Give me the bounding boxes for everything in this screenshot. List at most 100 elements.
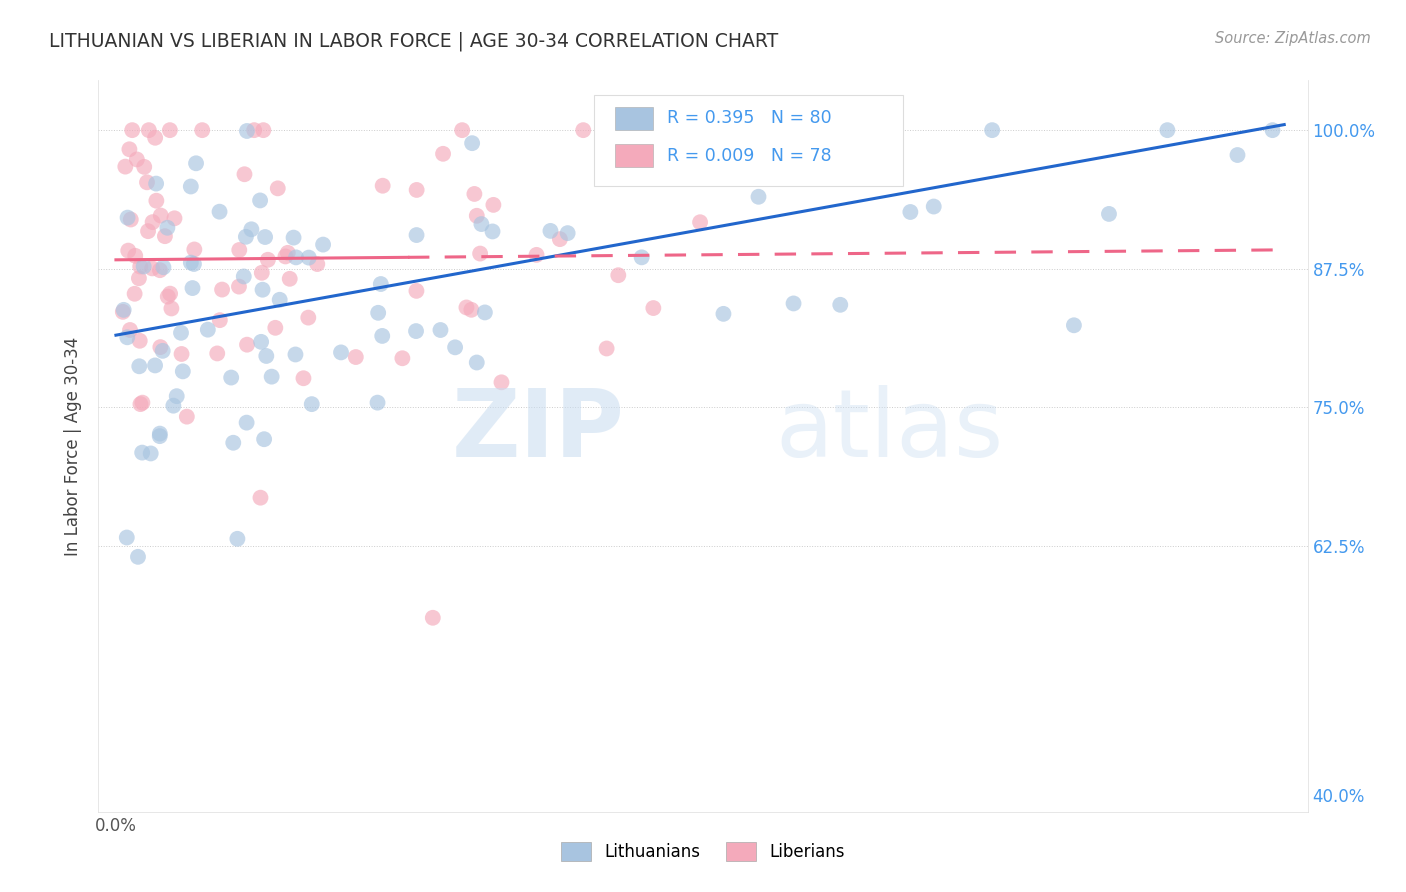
Point [252,283,274,297]
Point [145,177,167,191]
Point [548,232,571,246]
Point [284,347,307,361]
Point [211,283,233,297]
Point [292,371,315,385]
Point [160,301,183,316]
Point [277,245,299,260]
Point [250,334,273,349]
Point [176,409,198,424]
Text: LITHUANIAN VS LIBERIAN IN LABOR FORCE | AGE 30-34 CORRELATION CHART: LITHUANIAN VS LIBERIAN IN LABOR FORCE | … [49,31,779,51]
Point [181,281,204,295]
Point [922,200,945,214]
Point [139,446,162,460]
Point [236,124,259,138]
Point [253,432,276,446]
Point [630,250,652,264]
Point [370,277,392,291]
Point [252,123,274,137]
Point [207,346,229,360]
Point [264,320,287,334]
Point [117,330,139,344]
Point [898,205,921,219]
Point [111,305,134,319]
Point [249,194,271,208]
Point [367,306,389,320]
Point [830,298,852,312]
Point [172,364,194,378]
Point [117,211,139,225]
Point [451,123,474,137]
Point [149,263,172,277]
Point [124,249,146,263]
Legend: Lithuanians, Liberians: Lithuanians, Liberians [555,835,851,868]
FancyBboxPatch shape [614,144,654,168]
Point [330,345,353,359]
Point [405,324,427,338]
Point [1063,318,1085,333]
Point [149,426,172,441]
FancyBboxPatch shape [595,95,903,186]
Point [156,220,179,235]
Point [557,226,579,240]
Point [405,284,427,298]
Point [118,142,141,156]
Point [257,252,280,267]
Point [465,355,488,369]
Point [405,228,427,243]
Point [240,222,263,236]
Point [607,268,630,283]
Point [149,340,172,354]
Point [180,179,202,194]
Point [166,389,188,403]
Point [142,215,165,229]
Point [132,260,155,274]
Point [125,153,148,167]
Point [170,347,193,361]
Point [184,156,207,170]
Y-axis label: In Labor Force | Age 30-34: In Labor Force | Age 30-34 [65,336,83,556]
Point [233,167,256,181]
Point [120,212,142,227]
Point [665,134,688,148]
Point [159,286,181,301]
Point [152,343,174,358]
Point [470,217,492,231]
Point [156,290,179,304]
Point [1098,207,1121,221]
Point [118,323,141,337]
Point [456,301,478,315]
Point [249,491,271,505]
Point [183,243,205,257]
Point [117,244,139,258]
Point [236,337,259,351]
Point [526,248,548,262]
Point [405,183,427,197]
Point [136,175,159,189]
Point [143,359,166,373]
Point [131,445,153,459]
Point [371,329,394,343]
Point [572,123,595,137]
Point [152,260,174,275]
Point [283,230,305,244]
Point [115,531,138,545]
Point [121,123,143,137]
Point [643,301,665,315]
Point [208,313,231,327]
Point [208,204,231,219]
Point [235,229,257,244]
Point [128,271,150,285]
Point [235,416,257,430]
Point [298,251,321,265]
Point [170,326,193,340]
Point [274,249,297,263]
Point [1261,123,1284,137]
Point [131,395,153,409]
Point [312,237,335,252]
Point [183,257,205,271]
Point [260,369,283,384]
Point [228,243,250,257]
Point [461,136,484,151]
Point [232,269,254,284]
Point [344,350,367,364]
